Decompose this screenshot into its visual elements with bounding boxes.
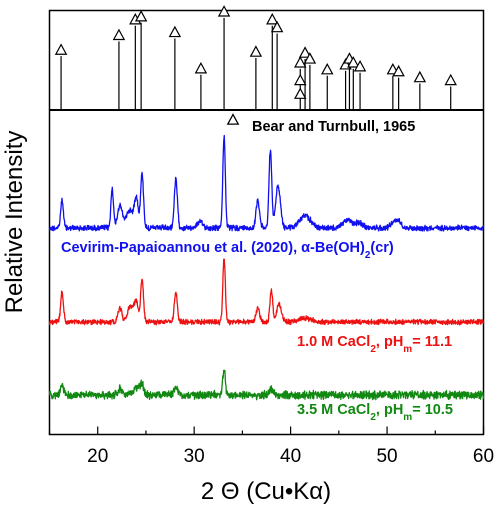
reference-peak-marker-12 xyxy=(303,52,317,64)
reference-peak-marker-0 xyxy=(54,43,68,55)
reference-legend: Bear and Turnbull, 1965 xyxy=(226,113,415,135)
reference-peaks xyxy=(54,5,457,110)
series-line-0 xyxy=(48,134,485,232)
reference-peak-marker-1 xyxy=(112,28,126,41)
x-tick-label-40: 40 xyxy=(280,446,301,467)
reference-peak-marker-10 xyxy=(294,56,307,68)
reference-peak-marker-13 xyxy=(321,62,334,75)
x-tick-label-50: 50 xyxy=(376,446,397,467)
y-axis-title: Relative Intensity xyxy=(1,131,28,314)
series-line-1 xyxy=(48,258,485,326)
series-label-blue: Cevirim-Papaioannou et al. (2020), α-Be(… xyxy=(61,240,394,261)
reference-peak-marker-16 xyxy=(347,56,360,68)
series-label-red: 1.0 M CaCl2, pHm= 11.1 xyxy=(297,334,452,355)
reference-legend-marker xyxy=(226,113,240,125)
series-line-2 xyxy=(48,369,485,401)
reference-minor-marker-1 xyxy=(294,87,307,99)
reference-peak-marker-21 xyxy=(444,73,457,86)
series-layer xyxy=(48,134,485,401)
reference-peak-marker-4 xyxy=(168,25,182,38)
reference-legend-label: Bear and Turnbull, 1965 xyxy=(252,119,415,135)
x-tick-label-30: 30 xyxy=(184,446,205,467)
plot-frame xyxy=(48,9,485,436)
x-tick-label-20: 20 xyxy=(87,446,108,467)
reference-peak-marker-5 xyxy=(194,61,208,74)
x-axis-ticks: 20 30 40 50 60 xyxy=(48,426,494,467)
reference-minor-marker-0 xyxy=(294,73,307,86)
reference-peak-marker-7 xyxy=(249,45,263,57)
x-tick-label-60: 60 xyxy=(473,446,494,467)
reference-peak-marker-9 xyxy=(270,20,284,33)
reference-peak-marker-6 xyxy=(217,5,231,17)
series-label-green: 3.5 M CaCl2, pHm= 10.5 xyxy=(297,402,453,423)
reference-peak-marker-3 xyxy=(134,10,148,22)
reference-peak-marker-19 xyxy=(392,64,405,77)
reference-peak-marker-17 xyxy=(353,60,367,72)
x-axis-title: 2 Θ (Cu•Kα) xyxy=(201,478,331,505)
reference-peak-marker-11 xyxy=(298,46,312,58)
reference-peak-marker-8 xyxy=(266,12,279,25)
reference-peak-marker-20 xyxy=(413,70,427,83)
